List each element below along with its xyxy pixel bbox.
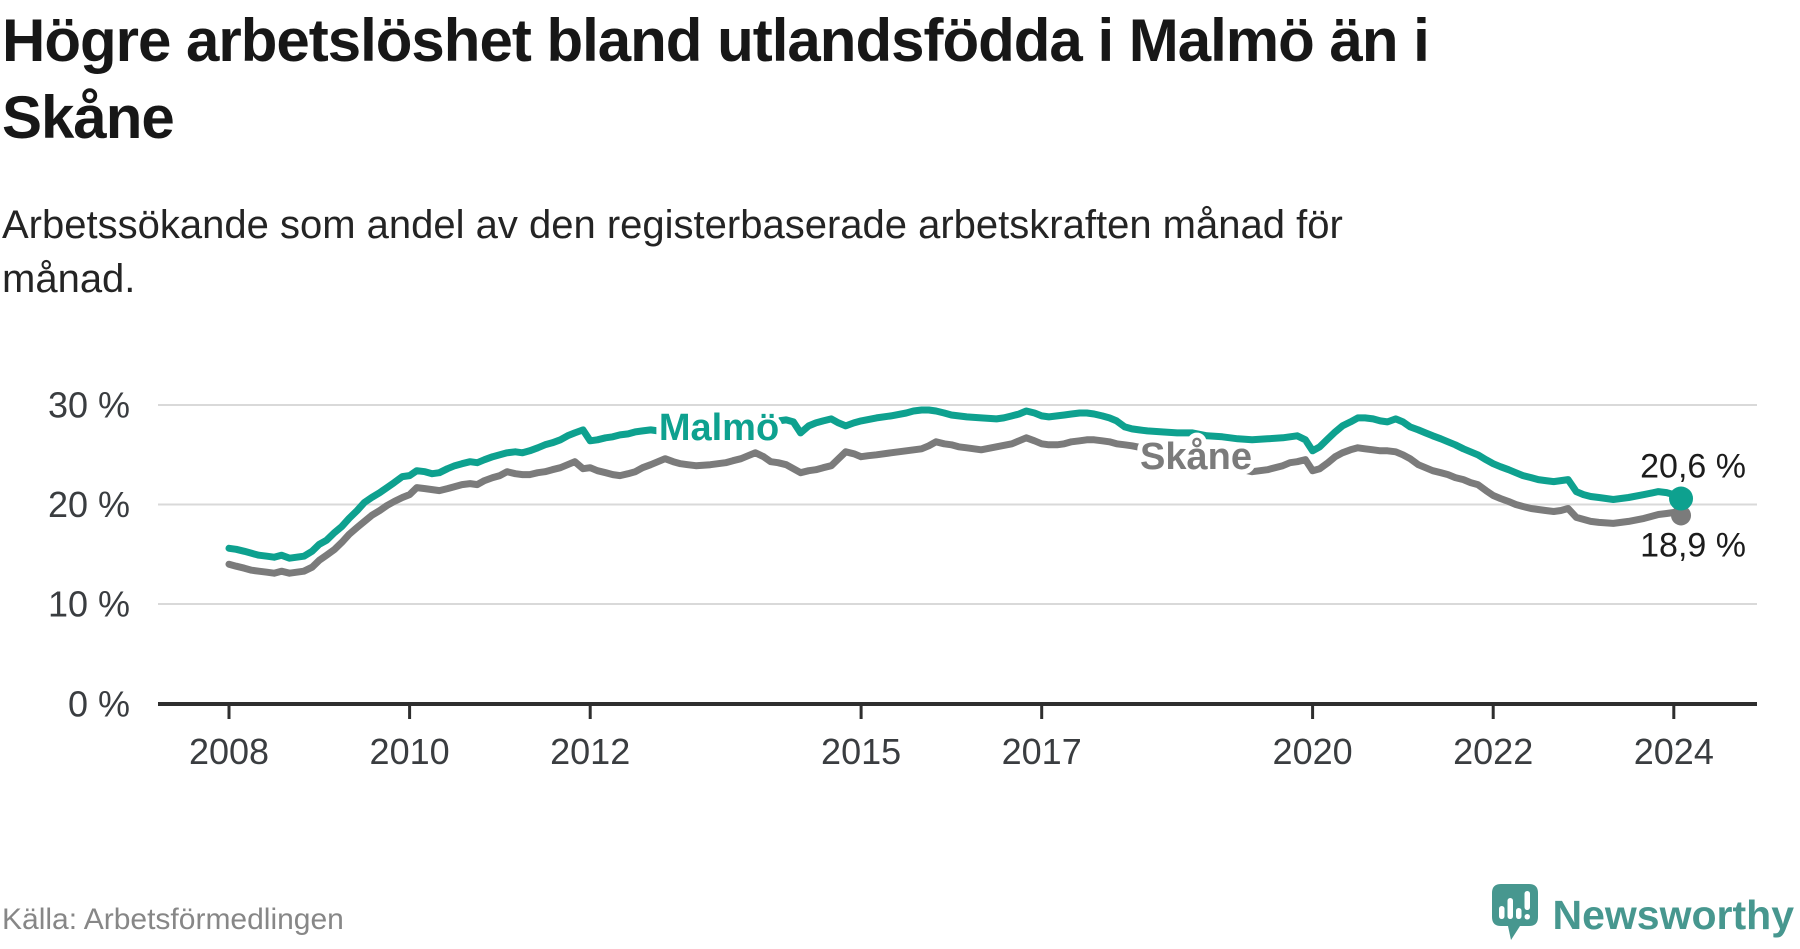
x-axis-tick-label-2017: 2017 [1002, 731, 1082, 772]
gridlines-group [158, 404, 1757, 605]
newsworthy-logo-text: Newsworthy [1552, 892, 1795, 938]
newsworthy-bubble-chart-icon [1491, 884, 1539, 949]
y-axis-tick-label-10: 10 % [48, 584, 130, 625]
chart-title-line2: Skåne [2, 84, 175, 151]
end-value-label-skane: 18,9 % [1640, 526, 1746, 564]
x-axis-tick-label-2024: 2024 [1634, 731, 1714, 772]
x-axis-tick-label-2010: 2010 [370, 731, 450, 772]
skane-end-dot [1671, 505, 1692, 526]
y-axis-tick-label-20: 20 % [48, 484, 130, 525]
axis-group: 2008 2010 2012 2015 2017 2020 2022 2024 0 % 10 % 2… [48, 385, 1757, 772]
newsworthy-logo: Newsworthy [1491, 884, 1795, 949]
x-axis-tick-label-2020: 2020 [1273, 731, 1353, 772]
x-axis-tick-label-2012: 2012 [550, 731, 630, 772]
chart-title-line1: Högre arbetslöshet bland utlandsfödda i … [2, 7, 1430, 74]
chart-subtitle: Arbetssökande som andel av den registerb… [2, 198, 1502, 306]
x-axis-tick-label-2015: 2015 [821, 731, 901, 772]
malmo-end-dot [1669, 486, 1694, 511]
y-axis-tick-label-0: 0 % [68, 684, 130, 725]
series-label-skane: Skåne [1140, 436, 1252, 478]
chart-subtitle-line2: månad. [2, 257, 136, 301]
chart-subtitle-line1: Arbetssökande som andel av den registerb… [2, 203, 1343, 247]
y-axis-tick-label-30: 30 % [48, 385, 130, 426]
x-axis-tick-label-2008: 2008 [189, 731, 269, 772]
x-axis-tick-label-2022: 2022 [1453, 731, 1533, 772]
series-label-malmo: Malmö [659, 407, 779, 449]
malmo-line [225, 406, 1685, 562]
end-value-label-malmo: 20,6 % [1640, 448, 1746, 486]
series-group [225, 406, 1694, 577]
labels-group: Malmö Skåne 20,6 % 18,9 % [654, 402, 1746, 564]
chart-title: Högre arbetslöshet bland utlandsfödda i … [2, 2, 1792, 156]
skane-line [225, 434, 1685, 577]
source-note: Källa: Arbetsförmedlingen [2, 903, 344, 936]
